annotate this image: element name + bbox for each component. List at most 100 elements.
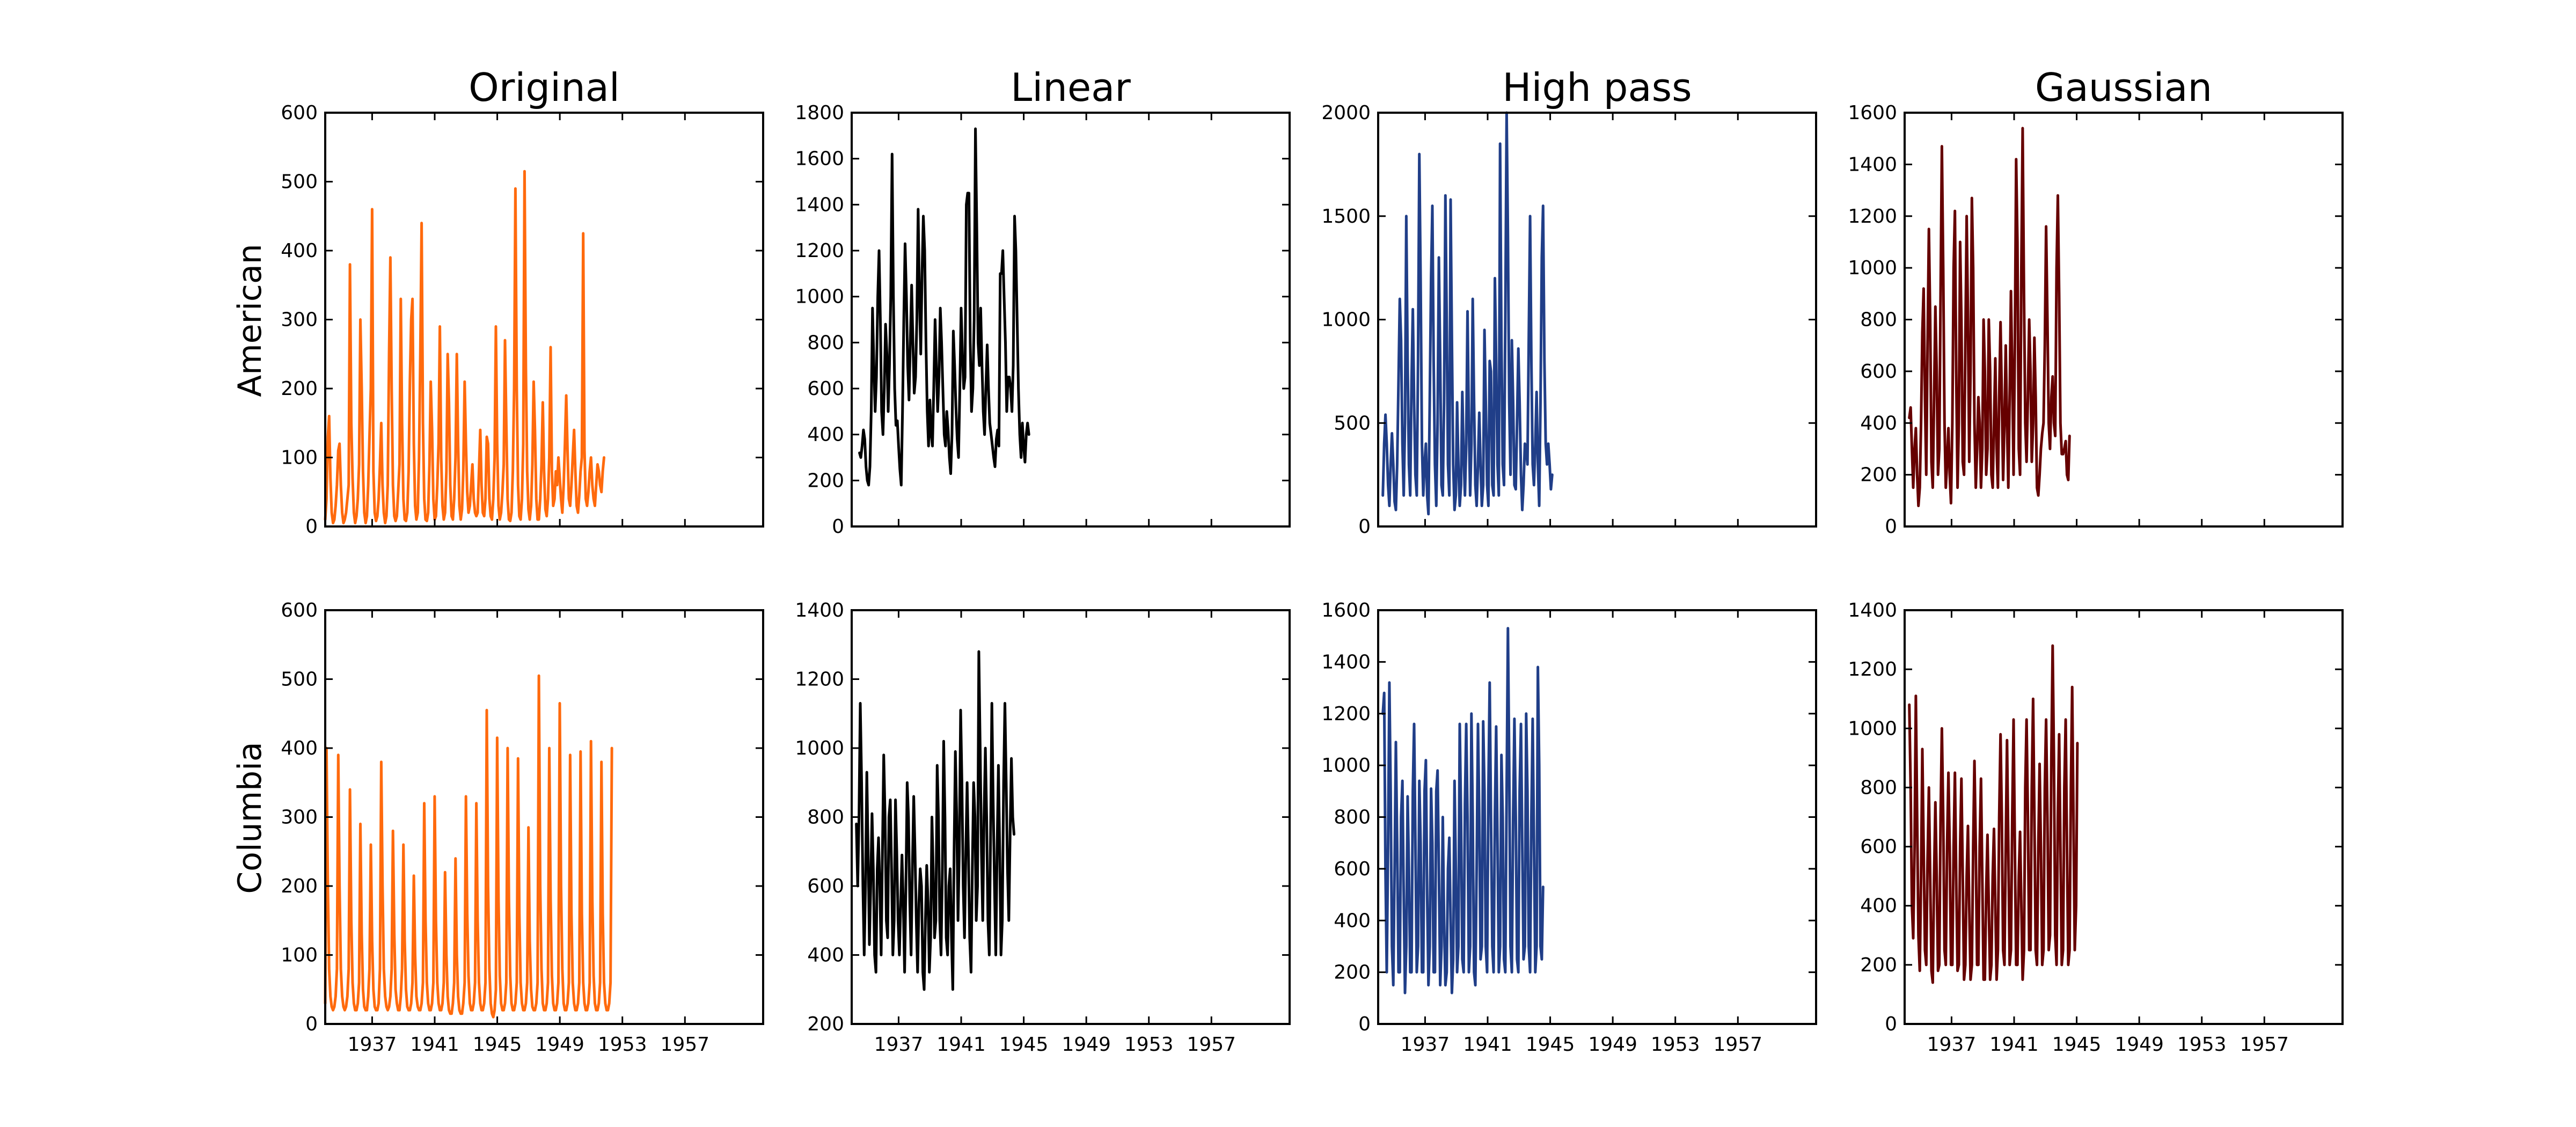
y-tick-label: 200 (807, 470, 844, 492)
y-tick-label: 0 (832, 516, 844, 538)
y-tick-label: 0 (305, 1013, 318, 1035)
y-tick-label: 0 (1885, 1013, 1897, 1035)
x-tick-label: 1945 (473, 1034, 522, 1056)
x-tick-label: 1945 (999, 1034, 1049, 1056)
y-tick-label: 1000 (1321, 755, 1371, 777)
y-tick-label: 1200 (1321, 703, 1371, 725)
y-tick-label: 200 (1860, 954, 1897, 976)
panels: 0100200300400500600020040060080010001200… (281, 102, 2344, 1056)
y-tick-label: 300 (281, 309, 318, 331)
y-tick-label: 400 (807, 945, 844, 967)
chart-panel: 0 100 200 300 400 500 600 (281, 102, 764, 538)
y-tick-label: 1400 (1848, 153, 1897, 175)
y-tick-label: 500 (1334, 412, 1371, 434)
chart-panel: 0 200 400 600 800 1000 1200 1400 1600 1800 (795, 102, 1291, 538)
plot-frame (851, 112, 1291, 528)
x-tick-label: 1953 (1124, 1034, 1174, 1056)
y-tick-label: 100 (281, 945, 318, 967)
y-tick-label: 600 (1860, 361, 1897, 383)
y-tick-label: 200 (281, 378, 318, 400)
series-line (855, 650, 1015, 991)
series-line (1381, 111, 1554, 516)
x-tick-label: 1941 (410, 1034, 459, 1056)
y-tick-label: 1000 (1848, 718, 1897, 740)
y-tick-label: 400 (1860, 895, 1897, 917)
column-title-original: Original (469, 65, 620, 110)
y-tick-label: 400 (807, 424, 844, 446)
chart-panel: 0 100 200 300 400 500 600 1937 1941 1945 1949 1953 1… (281, 599, 764, 1056)
x-tick-label: 1937 (1927, 1034, 1977, 1056)
x-tick-label: 1941 (1463, 1034, 1512, 1056)
series-line (324, 170, 605, 525)
y-tick-label: 1200 (1848, 658, 1897, 680)
y-tick-label: 800 (1334, 807, 1371, 829)
y-tick-label: 500 (281, 669, 318, 691)
x-tick-label: 1953 (598, 1034, 647, 1056)
y-tick-label: 600 (1334, 858, 1371, 880)
x-tick-label: 1957 (1713, 1034, 1762, 1056)
column-title-linear: Linear (1011, 65, 1131, 110)
y-tick-label: 600 (281, 599, 318, 621)
y-tick-label: 1200 (1848, 206, 1897, 228)
x-tick-label: 1953 (2177, 1034, 2227, 1056)
x-tick-label: 1945 (1526, 1034, 1575, 1056)
series-line (858, 127, 1030, 487)
y-tick-label: 200 (1860, 464, 1897, 486)
y-tick-label: 0 (1358, 516, 1371, 538)
x-tick-label: 1957 (660, 1034, 709, 1056)
chart-panel: 0 500 1000 1500 2000 (1321, 102, 1817, 538)
x-tick-label: 1941 (936, 1034, 986, 1056)
x-tick-label: 1937 (1401, 1034, 1450, 1056)
column-title-gaussian: Gaussian (2035, 65, 2212, 110)
plot-frame (1904, 609, 2344, 1025)
y-tick-label: 1400 (795, 599, 844, 621)
y-tick-label: 1000 (795, 286, 844, 308)
y-tick-label: 800 (1860, 309, 1897, 331)
x-tick-label: 1937 (874, 1034, 924, 1056)
y-tick-label: 1000 (1848, 257, 1897, 279)
y-tick-label: 1400 (1321, 651, 1371, 673)
series-line (1908, 127, 2071, 507)
y-tick-label: 1800 (795, 102, 844, 124)
y-tick-label: 200 (1334, 962, 1371, 984)
y-tick-label: 1200 (795, 669, 844, 691)
y-tick-label: 0 (1885, 516, 1897, 538)
y-tick-label: 0 (305, 516, 318, 538)
x-tick-label: 1945 (2052, 1034, 2102, 1056)
x-tick-label: 1949 (535, 1034, 584, 1056)
column-title-high-pass: High pass (1502, 65, 1692, 110)
row-label-columbia: Columbia (231, 742, 269, 894)
y-tick-label: 1000 (1321, 309, 1371, 331)
series-line (324, 674, 613, 1019)
y-tick-label: 400 (1334, 910, 1371, 932)
y-tick-label: 400 (281, 240, 318, 262)
x-tick-label: 1941 (1989, 1034, 2039, 1056)
y-tick-label: 600 (1860, 836, 1897, 858)
y-tick-label: 200 (281, 875, 318, 897)
y-tick-label: 100 (281, 447, 318, 469)
x-tick-label: 1949 (2114, 1034, 2164, 1056)
series-line (1381, 627, 1545, 994)
y-tick-label: 1600 (795, 148, 844, 170)
y-tick-label: 600 (807, 378, 844, 400)
y-tick-label: 800 (1860, 777, 1897, 799)
y-tick-label: 300 (281, 807, 318, 829)
y-tick-label: 800 (807, 332, 844, 354)
y-tick-label: 1400 (795, 194, 844, 216)
series-line (1908, 644, 2079, 984)
x-tick-label: 1957 (1187, 1034, 1236, 1056)
x-tick-label: 1949 (1588, 1034, 1637, 1056)
x-tick-label: 1937 (348, 1034, 397, 1056)
y-tick-label: 1400 (1848, 599, 1897, 621)
y-tick-label: 500 (281, 171, 318, 193)
chart-panel: 0 200 400 600 800 1000 1200 1400 1600 1937 1941 194… (1321, 599, 1817, 1056)
y-tick-label: 1600 (1321, 599, 1371, 621)
chart-panel: 200 400 600 800 1000 1200 1400 1937 1941 1945 1949… (795, 599, 1291, 1056)
x-tick-label: 1957 (2240, 1034, 2289, 1056)
x-tick-label: 1953 (1651, 1034, 1700, 1056)
y-tick-label: 1000 (795, 737, 844, 759)
y-tick-label: 1600 (1848, 102, 1897, 124)
y-tick-label: 2000 (1321, 102, 1371, 124)
x-tick-label: 1949 (1062, 1034, 1111, 1056)
